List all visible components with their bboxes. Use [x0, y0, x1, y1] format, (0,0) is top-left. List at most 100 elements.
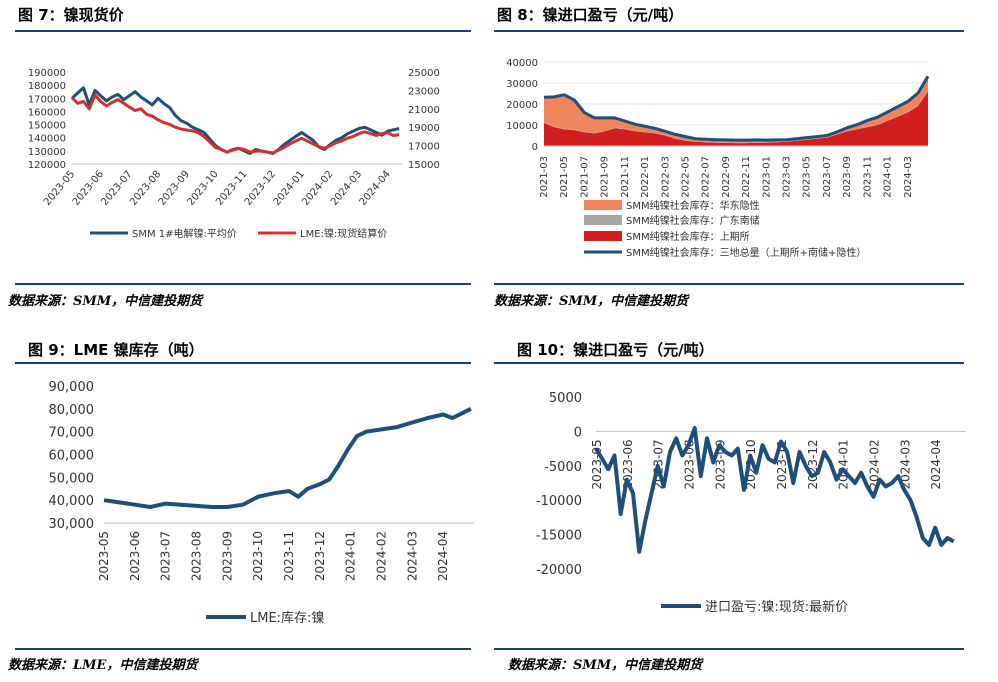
chart-9-x-tick: 2023-11	[282, 531, 296, 581]
chart-9-series-line	[103, 407, 472, 509]
chart-10-legend-label: 进口盈亏:镍:现货:最新价	[705, 599, 848, 615]
chart-7-x-tick: 2024-04	[358, 169, 393, 208]
source-rule-right	[494, 283, 964, 285]
chart-9-x-tick: 2023-09	[220, 531, 234, 581]
chart-8-x-tick: 2022-09	[721, 156, 732, 198]
chart-10-x-tick: 2023-06	[621, 439, 635, 489]
source-rule-right-2	[494, 648, 964, 650]
chart-9-y-tick: 80,000	[49, 403, 95, 418]
chart-7-y-right-tick: 23000	[408, 86, 440, 97]
chart-9-source: 数据来源：LME，中信建投期货	[8, 658, 198, 673]
chart-8-y-tick: 30000	[506, 79, 538, 90]
chart-7-source: 数据来源：SMM，中信建投期货	[8, 294, 203, 309]
chart-8-x-tick: 2021-11	[620, 156, 631, 198]
chart-8-x-tick: 2024-03	[903, 156, 914, 198]
chart-8-x-tick: 2023-07	[822, 156, 833, 198]
chart-8-y-tick: 40000	[506, 58, 538, 69]
chart-9-x-tick: 2024-01	[344, 531, 358, 581]
chart-8-legend-label: SMM纯镍社会库存：广东南储	[626, 214, 760, 227]
chart-7-y-left-tick: 180000	[28, 81, 66, 92]
chart-10-y-tick: -15000	[536, 529, 582, 544]
chart-7-y-right-tick: 19000	[408, 123, 440, 134]
chart-8-legend-label: SMM纯镍社会库存：三地总量（上期所+南储+隐性）	[626, 246, 866, 259]
chart-8-x-tick: 2022-11	[741, 156, 752, 198]
chart-8-x-tick: 2021-05	[559, 156, 570, 198]
chart-10-series-line	[594, 426, 955, 554]
chart-8-x-tick: 2021-07	[579, 156, 590, 198]
chart-9-x-tick: 2024-02	[375, 531, 389, 581]
chart-8-area-3	[544, 91, 928, 146]
chart-10-x-tick: 2023-05	[590, 439, 604, 489]
chart-9-x-tick: 2023-10	[251, 531, 265, 581]
chart-10-x-tick: 2024-01	[837, 439, 851, 489]
title-rule-left-2	[15, 362, 471, 364]
chart-10-x-tick: 2024-04	[929, 439, 943, 489]
chart-8-x-tick: 2023-11	[862, 156, 873, 198]
chart-9-y-tick: 60,000	[49, 449, 95, 464]
title-rule-left	[15, 30, 471, 32]
chart-8-y-tick: 0	[532, 142, 538, 153]
chart-8-x-tick: 2023-09	[842, 156, 853, 198]
chart-7-y-left-tick: 150000	[28, 121, 66, 132]
chart-9-y-tick: 30,000	[49, 517, 95, 532]
chart-8-x-tick: 2022-05	[680, 156, 691, 198]
chart-7-series-1-line	[70, 86, 400, 155]
chart-8-source: 数据来源：SMM，中信建投期货	[494, 294, 689, 309]
chart-9-x-tick: 2023-07	[159, 531, 173, 581]
chart-10-x-tick: 2024-03	[898, 439, 912, 489]
chart-8-x-tick: 2021-03	[539, 156, 550, 198]
chart-9-x-tick: 2024-03	[405, 531, 419, 581]
chart-10-source: 数据来源：SMM，中信建投期货	[508, 658, 703, 673]
chart-9-y-tick: 70,000	[49, 426, 95, 441]
chart-9-y-tick: 40,000	[49, 494, 95, 509]
chart-10-y-tick: -10000	[536, 494, 582, 509]
chart-8-x-tick: 2024-01	[883, 156, 894, 198]
chart-9-x-tick: 2023-05	[97, 531, 111, 581]
chart-9-x-tick: 2024-04	[436, 531, 450, 581]
chart-7-y-left-tick: 130000	[28, 147, 66, 158]
chart-8-x-tick: 2023-03	[782, 156, 793, 198]
chart-8-title: 图 8：镍进口盈亏（元/吨）	[497, 6, 684, 24]
chart-8-legend-label: SMM纯镍社会库存：上期所	[626, 230, 750, 243]
chart-7-y-left-tick: 120000	[28, 160, 66, 171]
chart-8-x-tick: 2023-01	[761, 156, 772, 198]
chart-8-y-tick: 10000	[506, 121, 538, 132]
chart-10-x-tick: 2023-12	[806, 439, 820, 489]
chart-9-y-tick: 90,000	[49, 380, 95, 395]
chart-7-y-left-tick: 160000	[28, 107, 66, 118]
chart-10-y-tick: -20000	[536, 563, 582, 578]
chart-10-y-tick: 5000	[549, 391, 582, 406]
source-rule-left-2	[15, 648, 471, 650]
chart-9-x-tick: 2023-12	[313, 531, 327, 581]
chart-8-legend-swatch	[584, 215, 622, 225]
source-rule-left	[15, 283, 471, 285]
chart-10-y-tick: -5000	[544, 460, 582, 475]
chart-8-x-tick: 2023-05	[802, 156, 813, 198]
chart-10-title: 图 10：镍进口盈亏（元/吨）	[517, 341, 714, 359]
chart-7-y-left-tick: 140000	[28, 134, 66, 145]
chart-8-total-line	[543, 75, 930, 142]
chart-7-y-right-tick: 17000	[408, 142, 440, 153]
chart-8-legend-swatch	[584, 200, 622, 210]
title-rule-right-2	[494, 362, 964, 364]
chart-7-title: 图 7：镍现货价	[18, 6, 124, 24]
chart-7-y-left-tick: 190000	[28, 68, 66, 79]
chart-9-legend-label: LME:库存:镍	[250, 610, 324, 626]
chart-8-x-tick: 2021-09	[600, 156, 611, 198]
chart-7-y-right-tick: 25000	[408, 68, 440, 79]
chart-8-legend-swatch	[584, 231, 622, 241]
chart-10-x-tick: 2024-02	[868, 439, 882, 489]
chart-8-x-tick: 2022-03	[660, 156, 671, 198]
chart-10-y-tick: 0	[574, 425, 582, 440]
chart-8-y-tick: 20000	[506, 100, 538, 111]
chart-8-x-tick: 2022-01	[640, 156, 651, 198]
chart-9-x-tick: 2023-08	[190, 531, 204, 581]
chart-9-title: 图 9：LME 镍库存（吨）	[28, 341, 204, 359]
chart-8-legend-label: SMM纯镍社会库存：华东隐性	[626, 199, 760, 212]
chart-8-x-tick: 2022-07	[701, 156, 712, 198]
chart-9-y-tick: 50,000	[49, 471, 95, 486]
chart-7-y-right-tick: 15000	[408, 160, 440, 171]
chart-7-legend-label: SMM 1#电解镍:平均价	[132, 227, 237, 240]
chart-7-y-right-tick: 21000	[408, 105, 440, 116]
